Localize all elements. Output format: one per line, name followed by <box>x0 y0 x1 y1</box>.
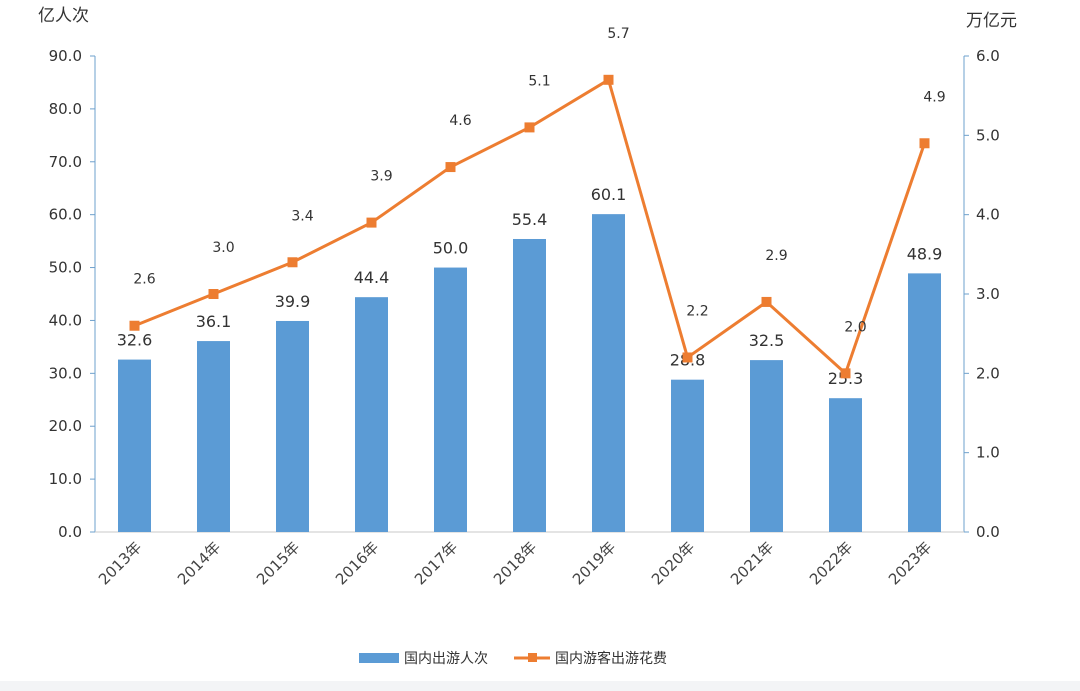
bar <box>592 214 625 533</box>
legend-bar-swatch <box>359 653 399 663</box>
bar <box>671 379 704 532</box>
left-tick-label: 90.0 <box>49 47 82 65</box>
left-tick-label: 80.0 <box>49 100 82 118</box>
line-value-label: 2.6 <box>133 272 155 288</box>
line-value-label: 5.1 <box>528 73 550 89</box>
x-tick-label: 2017年 <box>411 538 461 588</box>
line-point <box>682 352 693 363</box>
line-series <box>129 74 930 379</box>
line-value-label: 3.4 <box>291 208 313 224</box>
bottom-border <box>0 681 1080 691</box>
line-point <box>129 320 140 331</box>
right-tick-label: 0.0 <box>976 523 1000 541</box>
line-point <box>603 74 614 85</box>
x-tick-label: 2020年 <box>648 538 698 588</box>
legend-bar-label: 国内出游人次 <box>404 651 488 667</box>
line-value-label: 5.7 <box>607 26 629 42</box>
x-tick-label: 2022年 <box>806 538 856 588</box>
legend: 国内出游人次 国内游客出游花费 <box>359 650 667 667</box>
x-tick-label: 2013年 <box>95 538 145 588</box>
bar-value-label: 32.5 <box>749 331 785 350</box>
line-point <box>287 257 298 268</box>
x-tick-label: 2023年 <box>885 538 935 588</box>
bar <box>197 341 230 532</box>
left-tick-label: 60.0 <box>49 206 82 224</box>
x-tick-label: 2015年 <box>253 538 303 588</box>
line-point <box>208 289 219 299</box>
bar-value-label: 36.1 <box>196 312 232 331</box>
line-point <box>445 162 456 173</box>
x-tick-label: 2018年 <box>490 538 540 588</box>
bar <box>118 359 151 532</box>
left-tick-label: 10.0 <box>49 470 82 488</box>
bar <box>829 398 862 532</box>
bar <box>908 273 941 532</box>
bar-series <box>118 214 941 533</box>
bar-value-label: 55.4 <box>512 210 548 229</box>
line-value-label: 2.9 <box>765 248 787 264</box>
bar <box>355 297 388 532</box>
bar-value-label: 39.9 <box>275 292 311 311</box>
bar-value-label: 60.1 <box>591 185 627 204</box>
left-tick-label: 0.0 <box>58 523 82 541</box>
line-point <box>840 368 851 379</box>
right-axis-unit: 万亿元 <box>966 11 1017 31</box>
bar <box>750 360 783 532</box>
line-value-label: 3.9 <box>370 169 392 185</box>
bar-value-label: 50.0 <box>433 239 469 258</box>
bar <box>276 320 309 532</box>
line-point <box>524 122 535 133</box>
left-tick-label: 20.0 <box>49 417 82 435</box>
right-tick-label: 4.0 <box>976 206 1000 224</box>
left-tick-label: 40.0 <box>49 311 82 329</box>
right-tick-label: 5.0 <box>976 126 1000 144</box>
right-tick-label: 3.0 <box>976 285 1000 303</box>
bar-value-label: 48.9 <box>907 244 943 263</box>
legend-line-label: 国内游客出游花费 <box>555 650 667 667</box>
left-axis-unit: 亿人次 <box>38 6 89 26</box>
line-value-label: 4.9 <box>923 89 945 105</box>
line-point <box>761 296 772 307</box>
x-tick-label: 2019年 <box>569 538 619 588</box>
left-tick-label: 70.0 <box>49 153 82 171</box>
x-axis-ticks: 2013年 2014年 2015年 2016年 2017年 2018年 2019年 2020年… <box>95 538 935 588</box>
bar-value-label: 44.4 <box>354 268 390 287</box>
right-tick-label: 2.0 <box>976 364 1000 382</box>
left-axis-ticks: 0.0 10.0 20.0 30.0 40.0 50.0 60.0 70.0 80.0 90.0 <box>49 47 82 541</box>
bar-value-label: 25.3 <box>828 369 864 388</box>
line-value-label: 4.6 <box>449 113 471 129</box>
right-axis-ticks: 0.0 1.0 2.0 3.0 4.0 5.0 6.0 <box>976 47 1000 541</box>
right-tick-label: 1.0 <box>976 444 1000 462</box>
x-tick-label: 2021年 <box>727 538 777 588</box>
line-data-labels: 2.6 3.0 3.4 3.9 4.6 5.1 5.7 2.2 2.9 2.0 4.9 <box>133 26 945 336</box>
x-tick-label: 2016年 <box>332 538 382 588</box>
line-value-label: 2.2 <box>686 303 708 319</box>
left-tick-label: 50.0 <box>49 259 82 277</box>
left-tick-label: 30.0 <box>49 364 82 382</box>
right-tick-label: 6.0 <box>976 47 1000 65</box>
bar <box>434 267 467 532</box>
line-point <box>366 217 377 228</box>
legend-line-marker <box>528 653 537 662</box>
x-tick-label: 2014年 <box>174 538 224 588</box>
line-value-label: 2.0 <box>844 319 866 335</box>
bar <box>513 238 546 533</box>
line-value-label: 3.0 <box>212 240 234 256</box>
bar-value-label: 32.6 <box>117 331 153 350</box>
line-point <box>919 138 930 149</box>
bar-data-labels: 32.636.139.944.450.055.460.128.832.525.3… <box>117 185 943 388</box>
